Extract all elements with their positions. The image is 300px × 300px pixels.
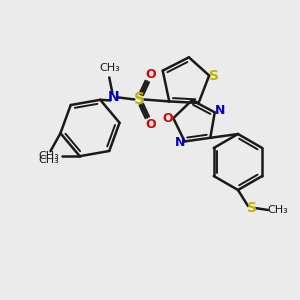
Text: N: N [175,136,185,149]
Text: CH₃: CH₃ [268,205,288,215]
Text: CH₃: CH₃ [38,155,59,165]
Text: CH₃: CH₃ [38,151,59,161]
Text: S: S [247,201,257,215]
Text: S: S [134,92,145,107]
Text: N: N [107,90,119,104]
Text: S: S [209,68,219,83]
Text: O: O [162,112,172,125]
Text: CH₃: CH₃ [99,63,120,74]
Text: O: O [145,68,156,81]
Text: O: O [145,118,156,131]
Text: N: N [214,104,225,117]
